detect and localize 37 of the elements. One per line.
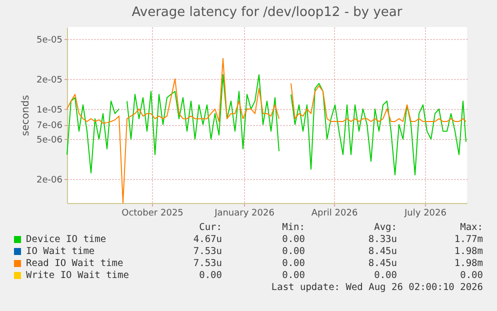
x-tick-label: April 2026: [311, 208, 358, 218]
y-tick-label: 2e-05: [36, 75, 62, 86]
text: 8.33u: [368, 234, 397, 245]
legend-label: IO Wait time: [26, 246, 95, 257]
legend-label: Device IO time: [26, 234, 106, 245]
text: 8.45u: [368, 246, 397, 257]
text: 1.98m: [454, 258, 483, 269]
text: 0.00: [282, 246, 305, 257]
text: 0.00: [460, 270, 483, 281]
text: 7.53u: [193, 246, 222, 257]
text: 0.00: [282, 270, 305, 281]
text: Min:: [282, 222, 305, 233]
legend-label: Write IO Wait time: [26, 270, 129, 281]
text: Cur:: [199, 222, 222, 233]
x-tick-label: July 2026: [404, 208, 447, 218]
legend-label: Read IO Wait time: [26, 258, 124, 269]
text: 4.67u: [193, 234, 222, 245]
text: 7.53u: [193, 258, 222, 269]
y-tick-label: 5e-06: [36, 136, 63, 146]
text: 1.98m: [454, 246, 483, 257]
text: 0.00: [282, 258, 305, 269]
chart-title: Average latency for /dev/loop12 - by year: [132, 5, 403, 20]
text: 0.00: [374, 270, 397, 281]
y-axis-title: seconds: [20, 95, 32, 136]
y-tick-label: 1e-05: [36, 106, 62, 116]
text: 1.77m: [454, 234, 483, 245]
text: 8.45u: [368, 258, 397, 269]
x-tick-label: January 2026: [214, 208, 275, 218]
x-tick-label: October 2025: [122, 208, 184, 218]
y-tick-label: 2e-06: [36, 175, 63, 186]
y-tick-label: 7e-06: [36, 121, 63, 132]
text: Max:: [460, 222, 483, 233]
text: 0.00: [199, 270, 222, 281]
text: Avg:: [374, 222, 397, 233]
y-tick-label: 5e-05: [36, 36, 62, 46]
text: Last update: Wed Aug 26 02:00:10 2026: [271, 282, 483, 293]
text: 0.00: [282, 234, 305, 245]
